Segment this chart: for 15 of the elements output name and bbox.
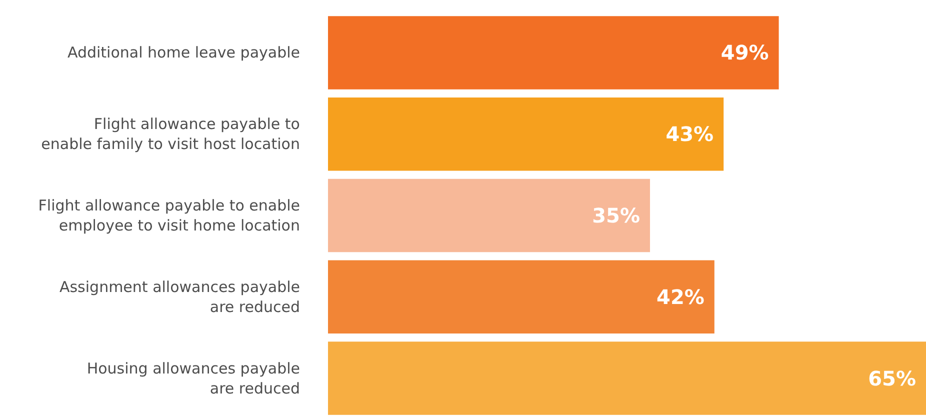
y-tick-label: Housing allowances payable are reduced [86, 359, 300, 398]
y-tick-label: Additional home leave payable [67, 44, 300, 62]
y-tick-label: Flight allowance payable to enable employee to visit home location [38, 196, 300, 234]
bar [328, 16, 779, 90]
data-label: 43% [666, 122, 714, 146]
bar [328, 178, 650, 252]
data-label: 35% [592, 204, 640, 228]
data-label: 65% [868, 366, 916, 390]
bar [328, 342, 926, 415]
data-label: 49% [720, 40, 769, 65]
data-label: 42% [656, 284, 704, 309]
bar [328, 260, 714, 334]
y-tick-label: Assignment allowances payable are reduced [59, 278, 300, 316]
y-tick-label: Flight allowance payable to enable family to visit host location [41, 115, 300, 154]
bar [328, 97, 724, 171]
